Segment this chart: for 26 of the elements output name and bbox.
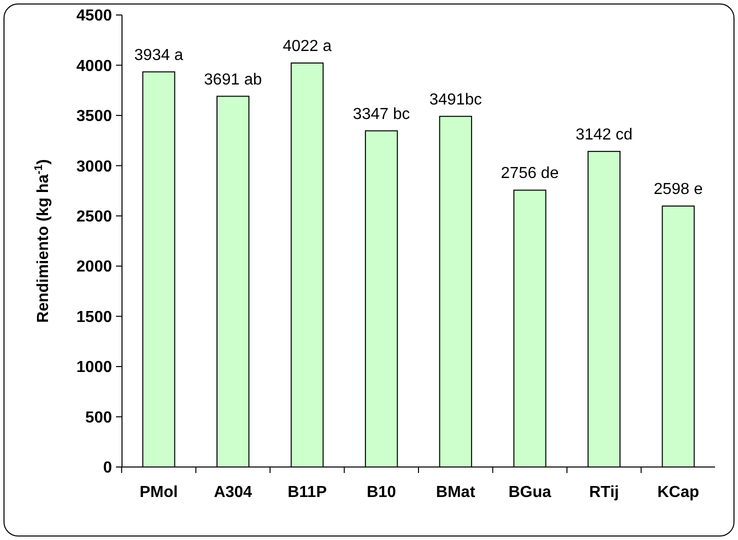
x-tick-label: B10: [366, 484, 396, 501]
y-tick-label: 1500: [76, 308, 112, 326]
data-label: 2756 de: [500, 165, 559, 182]
y-tick-label: 2500: [76, 208, 112, 226]
x-tick-label: KCap: [657, 484, 700, 501]
x-tick-label: PMol: [140, 484, 178, 501]
data-label: 3934 a: [134, 46, 184, 64]
data-label: 3491bc: [429, 91, 482, 108]
x-tick-label: RTij: [589, 484, 620, 501]
y-tick-label: 500: [85, 409, 112, 426]
data-label: 3691 ab: [204, 71, 262, 88]
data-label: 4022 a: [282, 38, 332, 56]
data-label: 2598 e: [654, 181, 703, 198]
y-tick-label: 4500: [76, 8, 112, 25]
y-tick-label: 1000: [76, 359, 112, 376]
x-tick-label: B11P: [288, 484, 328, 501]
y-tick-label: 0: [103, 460, 112, 477]
y-tick-label: 4000: [76, 58, 112, 75]
y-tick-label: 2000: [76, 258, 112, 276]
x-tick-label: BMat: [436, 484, 476, 501]
y-tick-label: 3500: [76, 108, 112, 126]
data-label: 3142 cd: [576, 126, 633, 144]
y-tick-label: 3000: [76, 158, 112, 176]
x-tick-label: BGua: [508, 484, 552, 501]
data-label: 3347 bc: [352, 106, 410, 123]
x-tick-label: A304: [214, 484, 252, 501]
